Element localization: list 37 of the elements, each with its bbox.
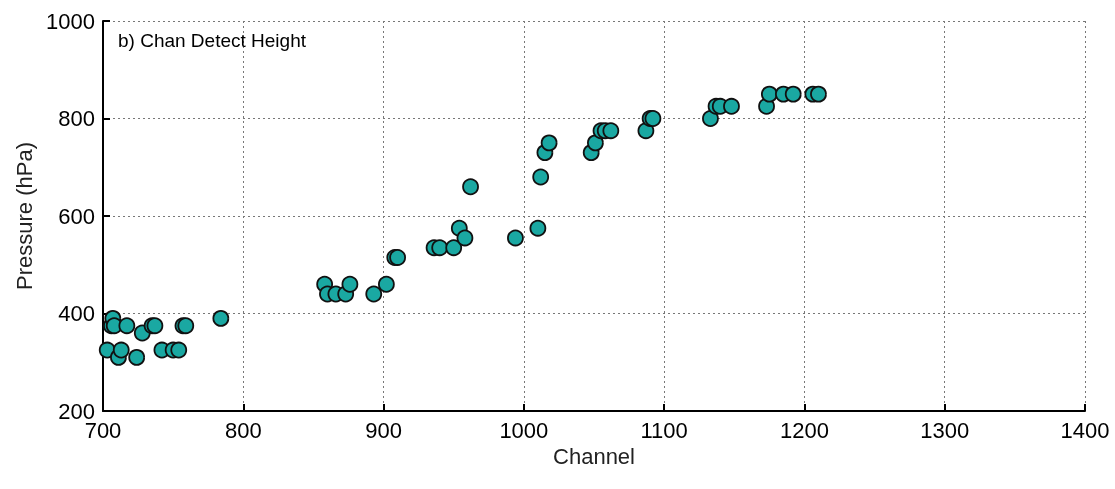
point [118, 317, 136, 335]
y-tick-label: 400 [58, 301, 95, 326]
x-tick-label: 1200 [779, 417, 829, 443]
point [810, 85, 827, 103]
x-tick-label: 1100 [640, 417, 688, 443]
point [377, 275, 395, 293]
point [702, 110, 719, 127]
point [532, 168, 550, 186]
point [128, 348, 146, 366]
point [507, 229, 524, 247]
y-tick-label: 600 [58, 203, 95, 229]
x-tick-label: 1400 [1060, 417, 1110, 443]
point [723, 97, 740, 115]
point [112, 341, 130, 359]
point [784, 85, 802, 103]
point [602, 122, 620, 140]
x-tick-label: 800 [224, 417, 262, 443]
x-tick-label: 1300 [920, 417, 970, 443]
point [431, 239, 449, 257]
point [212, 309, 230, 327]
point [445, 239, 463, 257]
point [529, 219, 547, 237]
x-tick-label: 900 [365, 417, 402, 443]
point [341, 275, 359, 293]
point [760, 85, 778, 103]
y-axis-title: Pressure (hPa) [11, 142, 37, 290]
point [170, 341, 188, 359]
point [365, 285, 383, 303]
y-tick-label: 200 [58, 398, 95, 424]
point [462, 178, 479, 196]
point [456, 229, 474, 247]
x-tick-label: 1000 [499, 417, 549, 443]
y-tick-label: 800 [58, 106, 95, 131]
x-axis-title: Channel [553, 444, 635, 470]
text: b) Chan Detect Height [118, 30, 307, 51]
point [540, 134, 558, 152]
y-tick-label: 1000 [46, 8, 95, 34]
